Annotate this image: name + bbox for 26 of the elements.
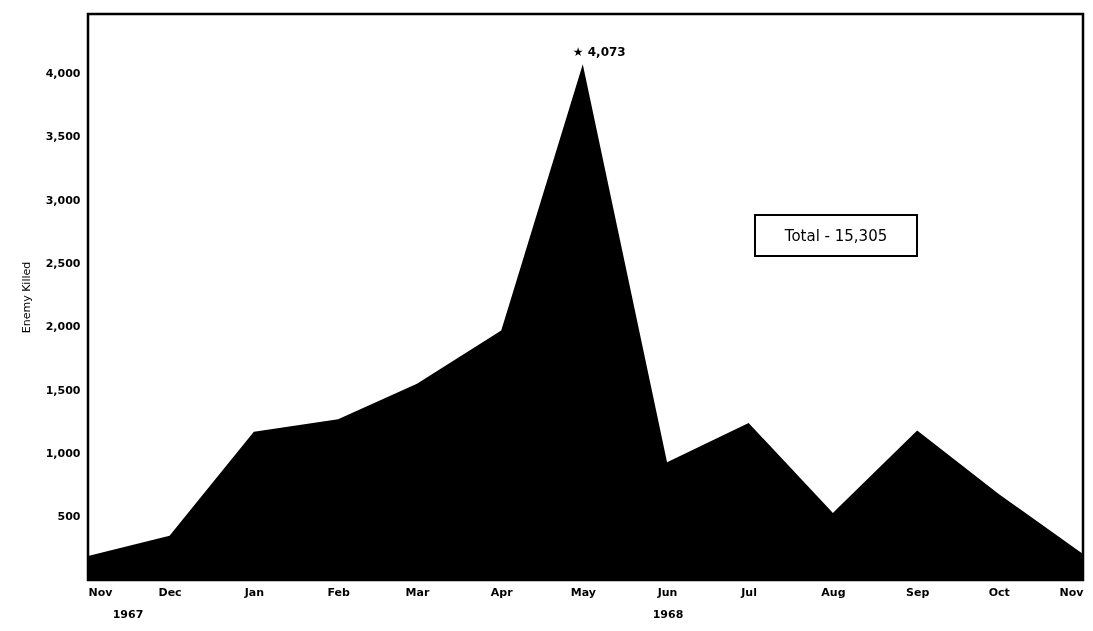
x-tick-label: Feb bbox=[327, 585, 350, 599]
y-tick-label: 4,000 bbox=[45, 67, 81, 81]
x-tick-label: Nov bbox=[88, 585, 114, 599]
y-axis-title: Enemy Killed bbox=[19, 261, 33, 334]
x-tick-label: May bbox=[570, 585, 596, 599]
data-label: ★ 4,073 bbox=[572, 45, 626, 60]
text-box: Total - 15,305 bbox=[754, 214, 918, 257]
y-tick-label: 1,000 bbox=[45, 446, 81, 460]
x-tick-label: Nov bbox=[1059, 585, 1085, 599]
y-tick-label: 500 bbox=[57, 510, 81, 524]
x-tick-label: Apr bbox=[490, 585, 514, 599]
text: 1967 bbox=[112, 608, 144, 621]
y-tick-label: 1,500 bbox=[45, 383, 81, 397]
y-tick-label: 3,500 bbox=[45, 130, 81, 144]
x-tick-label: Mar bbox=[405, 585, 430, 599]
x-tick-label: Jul bbox=[740, 585, 757, 599]
text: 1968 bbox=[652, 608, 684, 621]
x-tick-label: Aug bbox=[821, 585, 846, 599]
y-tick-label: 3,000 bbox=[45, 193, 81, 207]
x-tick-label: Oct bbox=[988, 585, 1010, 599]
x-tick-label: Sep bbox=[906, 585, 930, 599]
x-tick-label: Jun bbox=[656, 585, 678, 599]
x-tick-label: Dec bbox=[158, 585, 182, 599]
y-tick-label: 2,000 bbox=[45, 320, 81, 334]
y-tick-label: 2,500 bbox=[45, 256, 81, 270]
x-tick-label: Jan bbox=[243, 585, 265, 599]
